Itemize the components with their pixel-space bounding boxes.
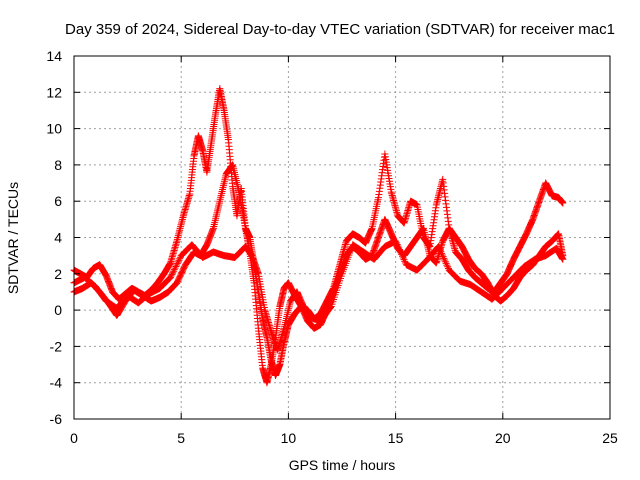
- y-tick-label: 6: [54, 193, 62, 209]
- data-point: [444, 263, 452, 271]
- data-point: [399, 254, 407, 262]
- data-point: [170, 267, 178, 275]
- data-point: [173, 261, 181, 269]
- data-point: [176, 255, 184, 263]
- data-point: [398, 252, 406, 260]
- data-point: [168, 270, 176, 278]
- data-point: [169, 269, 177, 277]
- series-track-a: [70, 85, 567, 387]
- x-axis-ticks: 0 5 10 15 20 25: [70, 56, 618, 446]
- data-point: [559, 255, 567, 263]
- x-tick-label: 25: [602, 430, 618, 446]
- data-point: [559, 199, 567, 207]
- y-tick-label: 8: [54, 157, 62, 173]
- data-point: [439, 253, 447, 261]
- data-point: [396, 247, 404, 255]
- data-points: [70, 85, 567, 387]
- data-point: [398, 251, 406, 259]
- y-axis-label: SDTVAR / TECUs: [5, 182, 21, 294]
- data-point: [438, 251, 446, 259]
- x-axis-label: GPS time / hours: [289, 457, 396, 473]
- data-point: [174, 258, 182, 266]
- y-tick-label: 10: [46, 121, 62, 137]
- data-point: [327, 304, 335, 312]
- data-point: [442, 259, 450, 267]
- data-point: [167, 272, 175, 280]
- data-point: [394, 242, 402, 250]
- data-point: [438, 249, 446, 257]
- chart-title: Day 359 of 2024, Sidereal Day-to-day VTE…: [65, 21, 615, 38]
- x-tick-label: 5: [177, 430, 185, 446]
- grid-lines: [74, 56, 610, 419]
- data-point: [175, 256, 183, 264]
- y-tick-label: -4: [50, 375, 63, 391]
- data-point: [395, 246, 403, 254]
- y-tick-label: 0: [54, 302, 62, 318]
- data-point: [171, 264, 179, 272]
- data-point: [434, 243, 442, 251]
- data-point: [437, 248, 445, 256]
- data-point: [441, 256, 449, 264]
- data-point: [395, 244, 403, 252]
- x-tick-label: 15: [388, 430, 404, 446]
- data-point: [441, 258, 449, 266]
- y-tick-label: 4: [54, 230, 62, 246]
- data-point: [173, 259, 181, 267]
- x-tick-label: 10: [281, 430, 297, 446]
- data-point: [166, 273, 174, 281]
- data-point: [436, 246, 444, 254]
- data-point: [400, 256, 408, 264]
- data-point: [401, 257, 409, 265]
- y-tick-label: 2: [54, 266, 62, 282]
- data-point: [392, 237, 400, 245]
- data-point: [440, 254, 448, 262]
- y-axis-ticks: -6 -4 -2 0 2 4 6 8 10 12 14: [46, 48, 610, 427]
- y-tick-label: -6: [50, 411, 63, 427]
- y-tick-label: 12: [46, 84, 62, 100]
- data-point: [443, 261, 451, 269]
- data-point: [170, 266, 178, 274]
- data-point: [393, 241, 401, 249]
- data-point: [435, 244, 443, 252]
- x-tick-label: 20: [495, 430, 511, 446]
- x-tick-label: 0: [70, 430, 78, 446]
- data-point: [172, 263, 180, 271]
- series-track-c: [70, 237, 567, 354]
- y-tick-label: -2: [50, 338, 63, 354]
- data-point: [397, 249, 405, 257]
- y-tick-label: 14: [46, 48, 62, 64]
- data-point: [392, 239, 400, 247]
